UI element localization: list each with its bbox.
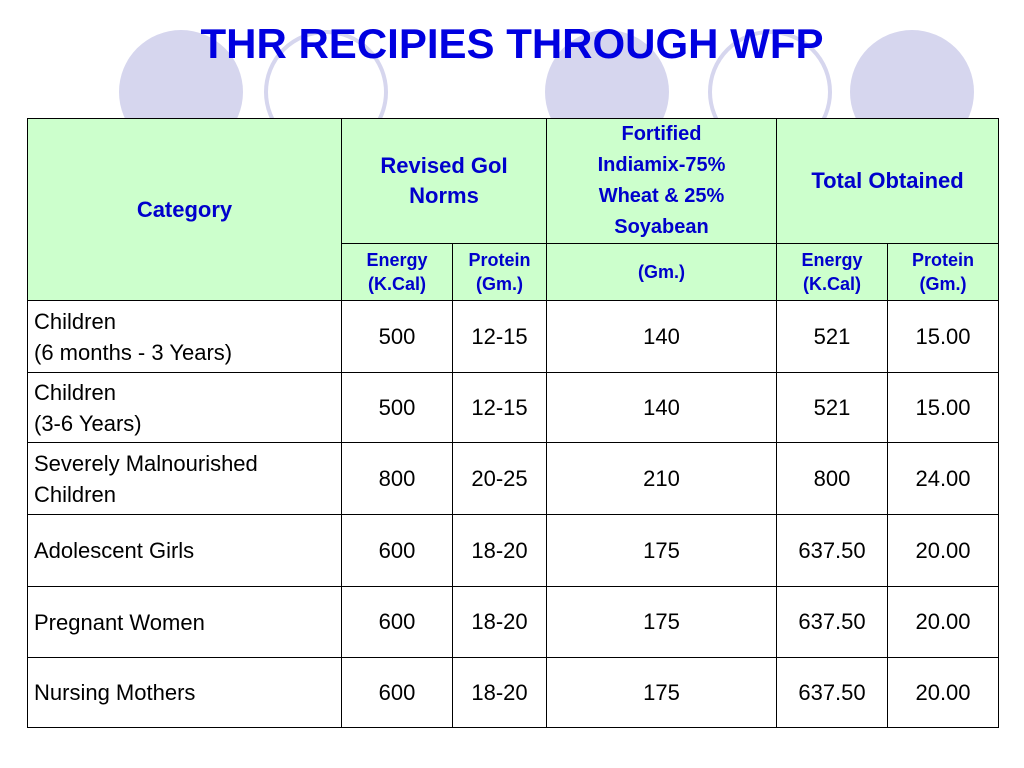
- value-cell: 18-20: [452, 514, 547, 587]
- value-cell: 20.00: [887, 514, 999, 587]
- data-row: Severely Malnourished Children 800 20-25 210…: [27, 442, 999, 515]
- header-row: Category Revised GoI Norms Fortified Indiami…: [27, 118, 999, 301]
- table-body: Category Revised GoI Norms Fortified Indiami…: [27, 118, 999, 728]
- value-cell: 140: [546, 372, 777, 443]
- value-cell: 600: [341, 514, 453, 587]
- value-cell: 18-20: [452, 586, 547, 658]
- cell-line: (3-6 Years): [34, 410, 142, 436]
- decoration: [119, 30, 974, 130]
- value-cell: 140: [546, 300, 777, 373]
- cell-line: (Gm.): [638, 262, 685, 282]
- subheader-cell: Energy (K.Cal): [341, 243, 453, 301]
- cell-line: Children: [34, 379, 116, 405]
- subheader-cell: (Gm.): [546, 243, 777, 301]
- data-row: Children (3-6 Years) 500 12-15 140 521 15.00: [27, 372, 999, 443]
- value-cell: 637.50: [776, 514, 888, 587]
- category-cell: Pregnant Women: [27, 586, 342, 658]
- value-cell: 800: [776, 442, 888, 515]
- table: Category Revised GoI Norms Fortified Indiami…: [27, 118, 999, 728]
- value-cell: 20.00: [887, 586, 999, 658]
- subheader-row: Energy (K.Cal) Protein (Gm.) (Gm.) Energy (K.C…: [28, 243, 999, 301]
- value-cell: 15.00: [887, 372, 999, 443]
- header-cell: Revised GoI Norms: [341, 118, 547, 244]
- value-cell: 175: [546, 514, 777, 587]
- slide-title: THR RECIPIES THROUGH WFP: [200, 20, 824, 67]
- cell-line: (K.Cal): [803, 274, 861, 294]
- circle: [708, 30, 832, 130]
- cell-line: Revised GoI: [380, 153, 508, 178]
- circle: [545, 30, 669, 130]
- subheader-cell: Protein (Gm.): [887, 243, 999, 301]
- circle: [850, 30, 974, 130]
- circle: [119, 30, 243, 130]
- cell-line: Category: [136, 196, 233, 222]
- circle: [264, 30, 388, 130]
- subheader-cell: Protein (Gm.): [452, 243, 547, 301]
- value-cell: 521: [776, 300, 888, 373]
- data-row: Children (6 months - 3 Years) 500 12-15 140 5…: [27, 300, 999, 373]
- value-cell: 18-20: [452, 657, 547, 728]
- cell-line: Fortified: [621, 123, 702, 145]
- value-cell: 12-15: [452, 372, 547, 443]
- cell-line: (Gm.): [476, 274, 523, 294]
- cell-line: Protein: [468, 250, 531, 270]
- header-cell: Total Obtained: [776, 118, 999, 244]
- cell-line: Children: [34, 308, 116, 334]
- value-cell: 24.00: [887, 442, 999, 515]
- cell-line: Children: [34, 481, 116, 507]
- header-cell: Category: [27, 118, 342, 301]
- cell-line: Protein: [911, 250, 974, 270]
- cell-line: Energy: [801, 250, 863, 270]
- cell-line: Energy: [366, 250, 428, 270]
- category-cell: Adolescent Girls: [27, 514, 342, 587]
- data-row: Pregnant Women 600 18-20 175 637.50 20.00: [27, 586, 999, 658]
- value-cell: 175: [546, 586, 777, 658]
- value-cell: 600: [341, 586, 453, 658]
- category-cell: Children (6 months - 3 Years): [27, 300, 342, 373]
- value-cell: 20.00: [887, 657, 999, 728]
- value-cell: 600: [341, 657, 453, 728]
- value-cell: 210: [546, 442, 777, 515]
- value-cell: 500: [341, 372, 453, 443]
- cell-line: Nursing Mothers: [34, 680, 196, 705]
- subheader-cell: Energy (K.Cal): [776, 243, 888, 301]
- value-cell: 637.50: [776, 657, 888, 728]
- header-cell: Fortified Indiamix-75% Wheat & 25% Soyabean: [546, 118, 777, 244]
- value-cell: 12-15: [452, 300, 547, 373]
- value-cell: 637.50: [776, 586, 888, 658]
- value-cell: 20-25: [452, 442, 547, 515]
- cell-line: (Gm.): [919, 274, 967, 294]
- cell-line: Indiamix-75%: [597, 154, 726, 176]
- value-cell: 800: [341, 442, 453, 515]
- value-cell: 15.00: [887, 300, 999, 373]
- cell-line: Adolescent Girls: [34, 538, 195, 563]
- cell-line: (K.Cal): [368, 274, 426, 294]
- data-row: Adolescent Girls 600 18-20 175 637.50 20.00: [27, 514, 999, 587]
- cell-line: Soyabean: [614, 216, 709, 238]
- cell-line: (6 months - 3 Years): [34, 339, 233, 365]
- value-cell: 175: [546, 657, 777, 728]
- category-cell: Nursing Mothers: [27, 657, 342, 728]
- category-cell: Severely Malnourished Children: [27, 442, 342, 515]
- data-row: Nursing Mothers 600 18-20 175 637.50 20.00: [27, 657, 999, 728]
- cell-line: Total Obtained: [811, 168, 964, 193]
- value-cell: 500: [341, 300, 453, 373]
- value-cell: 521: [776, 372, 888, 443]
- cell-line: Severely Malnourished: [34, 450, 258, 476]
- cell-line: Pregnant Women: [34, 609, 205, 635]
- category-cell: Children (3-6 Years): [27, 372, 342, 443]
- cell-line: Norms: [409, 183, 479, 208]
- cell-line: Wheat & 25%: [598, 185, 725, 207]
